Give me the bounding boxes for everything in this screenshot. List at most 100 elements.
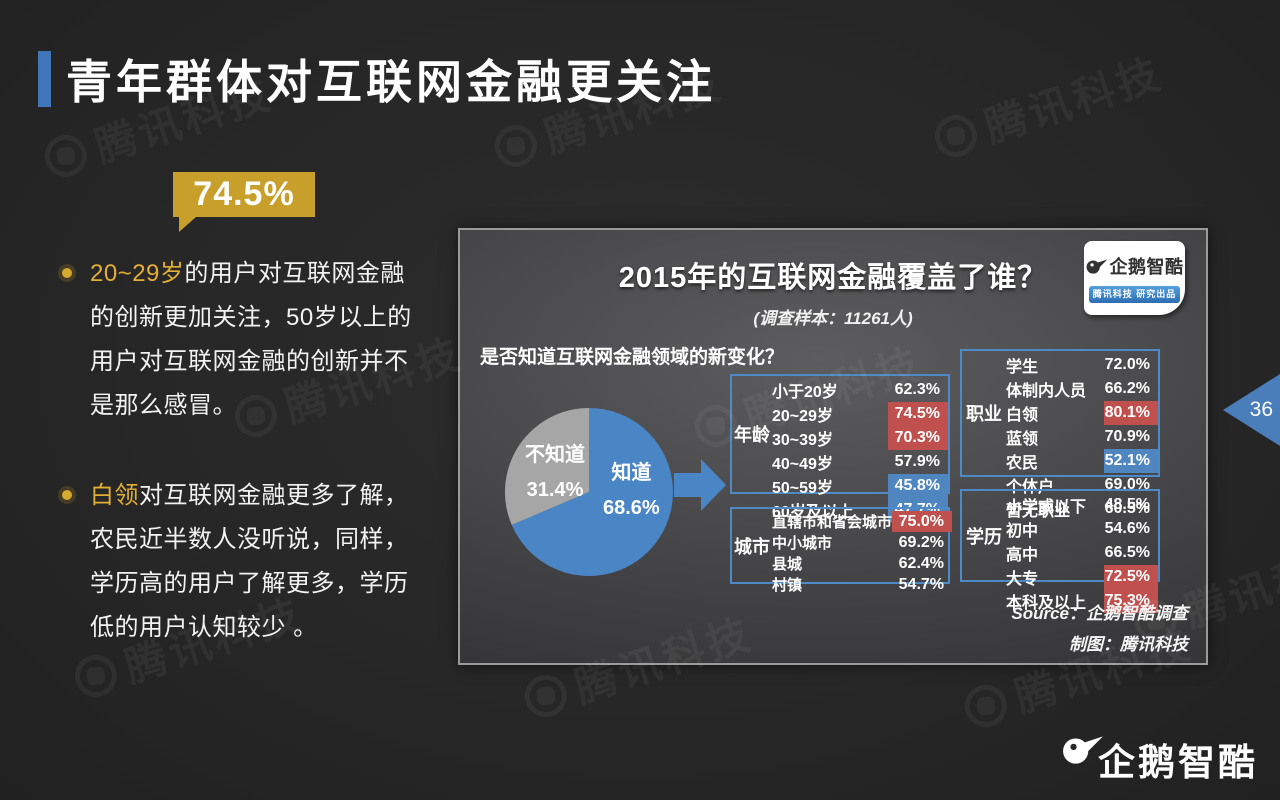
- row-label: 县城: [772, 556, 803, 573]
- row-label: 体制内人员: [1006, 383, 1087, 400]
- arrow-head: [701, 459, 726, 511]
- table-row: 学生 72.0%: [1006, 353, 1158, 377]
- footer-logo: 企鹅智酷: [1062, 732, 1258, 786]
- table-row: 30~39岁 70.3%: [772, 426, 948, 450]
- brand-logo-row: 企鹅智酷: [1084, 253, 1185, 279]
- penguin-icon: [1063, 736, 1103, 764]
- arrow-right-icon: [674, 459, 726, 511]
- page-number: 36: [1249, 398, 1273, 421]
- pie-label-text: 知道: [611, 462, 652, 484]
- row-value: 45.8%: [888, 474, 948, 498]
- callout-badge: 74.5%: [173, 172, 315, 232]
- penguin-icon: [1086, 258, 1107, 274]
- row-label: 农民: [1006, 455, 1039, 472]
- pie-chart: 不知道 31.4% 知道 68.6%: [505, 408, 673, 576]
- chart-title: 2015年的互联网金融覆盖了谁？: [618, 262, 1048, 294]
- row-value: 72.5%: [1104, 565, 1158, 589]
- row-label: 大专: [1006, 571, 1039, 588]
- brand-logo-name: 企鹅智酷: [1109, 257, 1184, 277]
- pie-label-text: 不知道: [525, 444, 585, 466]
- row-label: 50~59岁: [772, 480, 833, 497]
- pie-chart-svg: [505, 408, 673, 576]
- bullet-dot-icon: [62, 268, 72, 278]
- tencent-logo-icon: [959, 679, 1013, 732]
- chart-subtitle: (调查样本：11261人): [753, 309, 913, 328]
- row-value: 54.7%: [898, 575, 945, 593]
- tencent-logo-icon: [39, 129, 93, 182]
- tencent-logo-icon: [519, 669, 573, 722]
- pie-slice-know: [511, 408, 673, 576]
- row-label: 40~49岁: [772, 456, 833, 473]
- row-value: 66.2%: [1104, 380, 1150, 397]
- survey-question: 是否知道互联网金融领域的新变化？: [480, 347, 785, 368]
- row-label: 村镇: [772, 577, 803, 594]
- table-row: 村镇 54.7%: [772, 574, 952, 595]
- bullet-item: 20~29岁的用户对互联网金融的创新更加关注，50岁以上的用户对互联网金融的创新…: [62, 252, 434, 428]
- bullet-list: 20~29岁的用户对互联网金融的创新更加关注，50岁以上的用户对互联网金融的创新…: [62, 252, 434, 696]
- bullet-rest: 对互联网金融更多了解，农民近半数人没听说，同样，学历高的用户了解更多，学历低的用…: [90, 482, 409, 641]
- table-row: 白领 80.1%: [1006, 401, 1158, 425]
- row-label: 个体户: [1006, 479, 1055, 496]
- row-label: 中小城市: [772, 535, 833, 552]
- title-accent-bar: [38, 51, 51, 107]
- row-value: 57.9%: [894, 453, 940, 470]
- source-line: 制图：腾讯科技: [1069, 635, 1188, 654]
- arrow-bar: [674, 473, 701, 497]
- pie-label-know: 知道 68.6%: [603, 456, 660, 526]
- table-row: 初中 54.6%: [1006, 517, 1158, 541]
- source-note: Source：企鹅智酷调查 制图：腾讯科技: [1011, 598, 1188, 660]
- row-value: 72.0%: [1104, 356, 1150, 373]
- watermark-text: 腾讯科技: [978, 49, 1169, 152]
- chart-panel: 2015年的互联网金融覆盖了谁？ (调查样本：11261人) 企鹅智酷 腾讯科技…: [458, 228, 1208, 665]
- pie-label-value: 31.4%: [526, 479, 584, 501]
- row-label: 蓝领: [1006, 431, 1039, 448]
- page-title: 青年群体对互联网金融更关注: [66, 56, 716, 108]
- row-value: 60.5%: [1104, 500, 1150, 517]
- row-label: 初中: [1006, 523, 1039, 540]
- table-group-label: 城市: [734, 536, 770, 557]
- bullet-item: 白领对互联网金融更多了解，农民近半数人没听说，同样，学历高的用户了解更多，学历低…: [62, 474, 434, 650]
- row-value: 80.1%: [1104, 401, 1158, 425]
- table-group-label: 职业: [966, 404, 1002, 424]
- table-rows: 小于20岁 62.3% 20~29岁 74.5% 30~39岁 70.3% 40~49…: [772, 376, 948, 522]
- row-value: 74.5%: [888, 402, 948, 426]
- row-value: 62.3%: [894, 381, 940, 398]
- row-value: 52.1%: [1104, 449, 1158, 473]
- row-label: 学生: [1006, 359, 1039, 376]
- row-label: 30~39岁: [772, 432, 833, 449]
- row-label: 高中: [1006, 547, 1039, 564]
- table-row: 高中 66.5%: [1006, 541, 1158, 565]
- row-value: 75.0%: [892, 511, 953, 532]
- bullet-rest: 的用户对互联网金融的创新更加关注，50岁以上的用户对互联网金融的创新并不是那么感…: [90, 260, 412, 419]
- bullet-highlight: 白领: [90, 482, 139, 509]
- row-value: 62.4%: [898, 554, 945, 572]
- row-label: 20~29岁: [772, 408, 833, 425]
- footer-logo-text: 企鹅智酷: [1098, 742, 1258, 783]
- row-value: 70.3%: [888, 426, 948, 450]
- callout-badge-tail: [179, 217, 196, 232]
- pie-label-value: 68.6%: [603, 497, 660, 519]
- table-city: 城市 直辖市和省会城市 75.0% 中小城市 69.2% 县城 62.4% 村镇 54.…: [730, 507, 953, 594]
- table-row: 小学或以下 48.5%: [1006, 493, 1158, 517]
- row-label: 小学或以下: [1006, 499, 1087, 516]
- table-row: 40~49岁 57.9%: [772, 450, 948, 474]
- bullet-highlight: 20~29岁: [90, 260, 185, 287]
- table-row: 蓝领 70.9%: [1006, 425, 1158, 449]
- row-value: 75.3%: [1104, 589, 1158, 613]
- table-row: 直辖市和省会城市 75.0%: [772, 511, 953, 532]
- page-number-marker: 36: [1223, 374, 1280, 446]
- table-row: 个体户 69.0%: [1006, 473, 1158, 497]
- tencent-logo-icon: [489, 119, 543, 172]
- table-education: 学历 小学或以下 48.5% 初中 54.6% 高中 66.5% 大专 72.5% 本科…: [960, 489, 1160, 613]
- table-rows: 直辖市和省会城市 75.0% 中小城市 69.2% 县城 62.4% 村镇 54.7%: [772, 509, 953, 594]
- table-occupation: 职业 学生 72.0% 体制内人员 66.2% 白领 80.1% 蓝领 70.9% 农民…: [960, 349, 1160, 520]
- row-label: 小于20岁: [772, 384, 838, 401]
- row-value: 69.2%: [898, 533, 945, 551]
- bullet-text: 20~29岁的用户对互联网金融的创新更加关注，50岁以上的用户对互联网金融的创新…: [90, 252, 424, 428]
- table-rows: 小学或以下 48.5% 初中 54.6% 高中 66.5% 大专 72.5% 本科及以上…: [1006, 491, 1158, 613]
- watermark: 腾讯科技: [926, 40, 1169, 171]
- source-line: Source：企鹅智酷调查: [1011, 604, 1188, 623]
- row-value: 69.0%: [1104, 476, 1150, 493]
- table-row: 大专 72.5%: [1006, 565, 1158, 589]
